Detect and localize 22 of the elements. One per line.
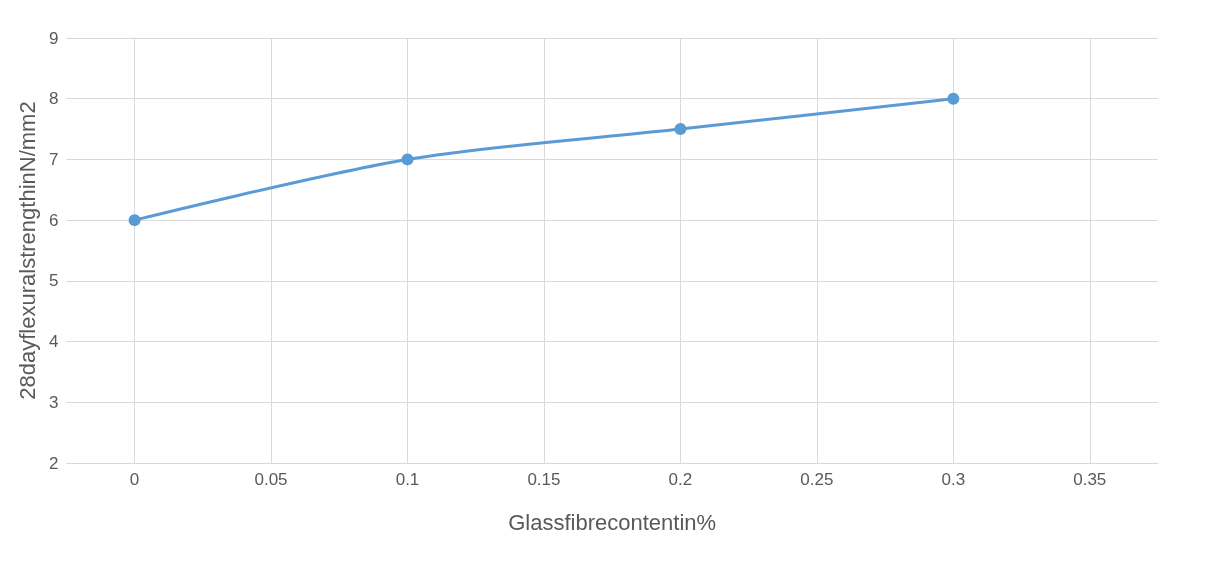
point	[128, 214, 141, 227]
point	[674, 123, 687, 136]
point	[401, 153, 414, 166]
y-tick-label: 7	[48, 149, 59, 169]
x-tick-label: 0.2	[668, 470, 693, 489]
y-tick-label: 9	[48, 28, 59, 48]
y-tick-label: 3	[48, 392, 59, 412]
y-tick-label: 8	[48, 89, 59, 109]
point	[947, 92, 960, 105]
x-axis-title: Glassfibrecontentin%	[508, 509, 717, 535]
x-tick-label: 0.35	[1073, 470, 1107, 489]
y-tick-label: 6	[48, 210, 59, 230]
y-axis-title: 28dayflexuralstrengthinN/mm2	[14, 101, 40, 400]
x-tick-label: 0.1	[395, 470, 420, 489]
x-tick-label: 0.3	[941, 470, 966, 489]
y-tick-label: 5	[48, 271, 59, 291]
x-tick-label: 0.05	[254, 470, 288, 489]
y-tick-label: 2	[48, 453, 59, 473]
x-tick-label: 0.15	[527, 470, 561, 489]
y-tick-label: 4	[48, 332, 59, 352]
x-tick-label: 0.25	[800, 470, 834, 489]
x-tick-label: 0	[129, 470, 140, 489]
